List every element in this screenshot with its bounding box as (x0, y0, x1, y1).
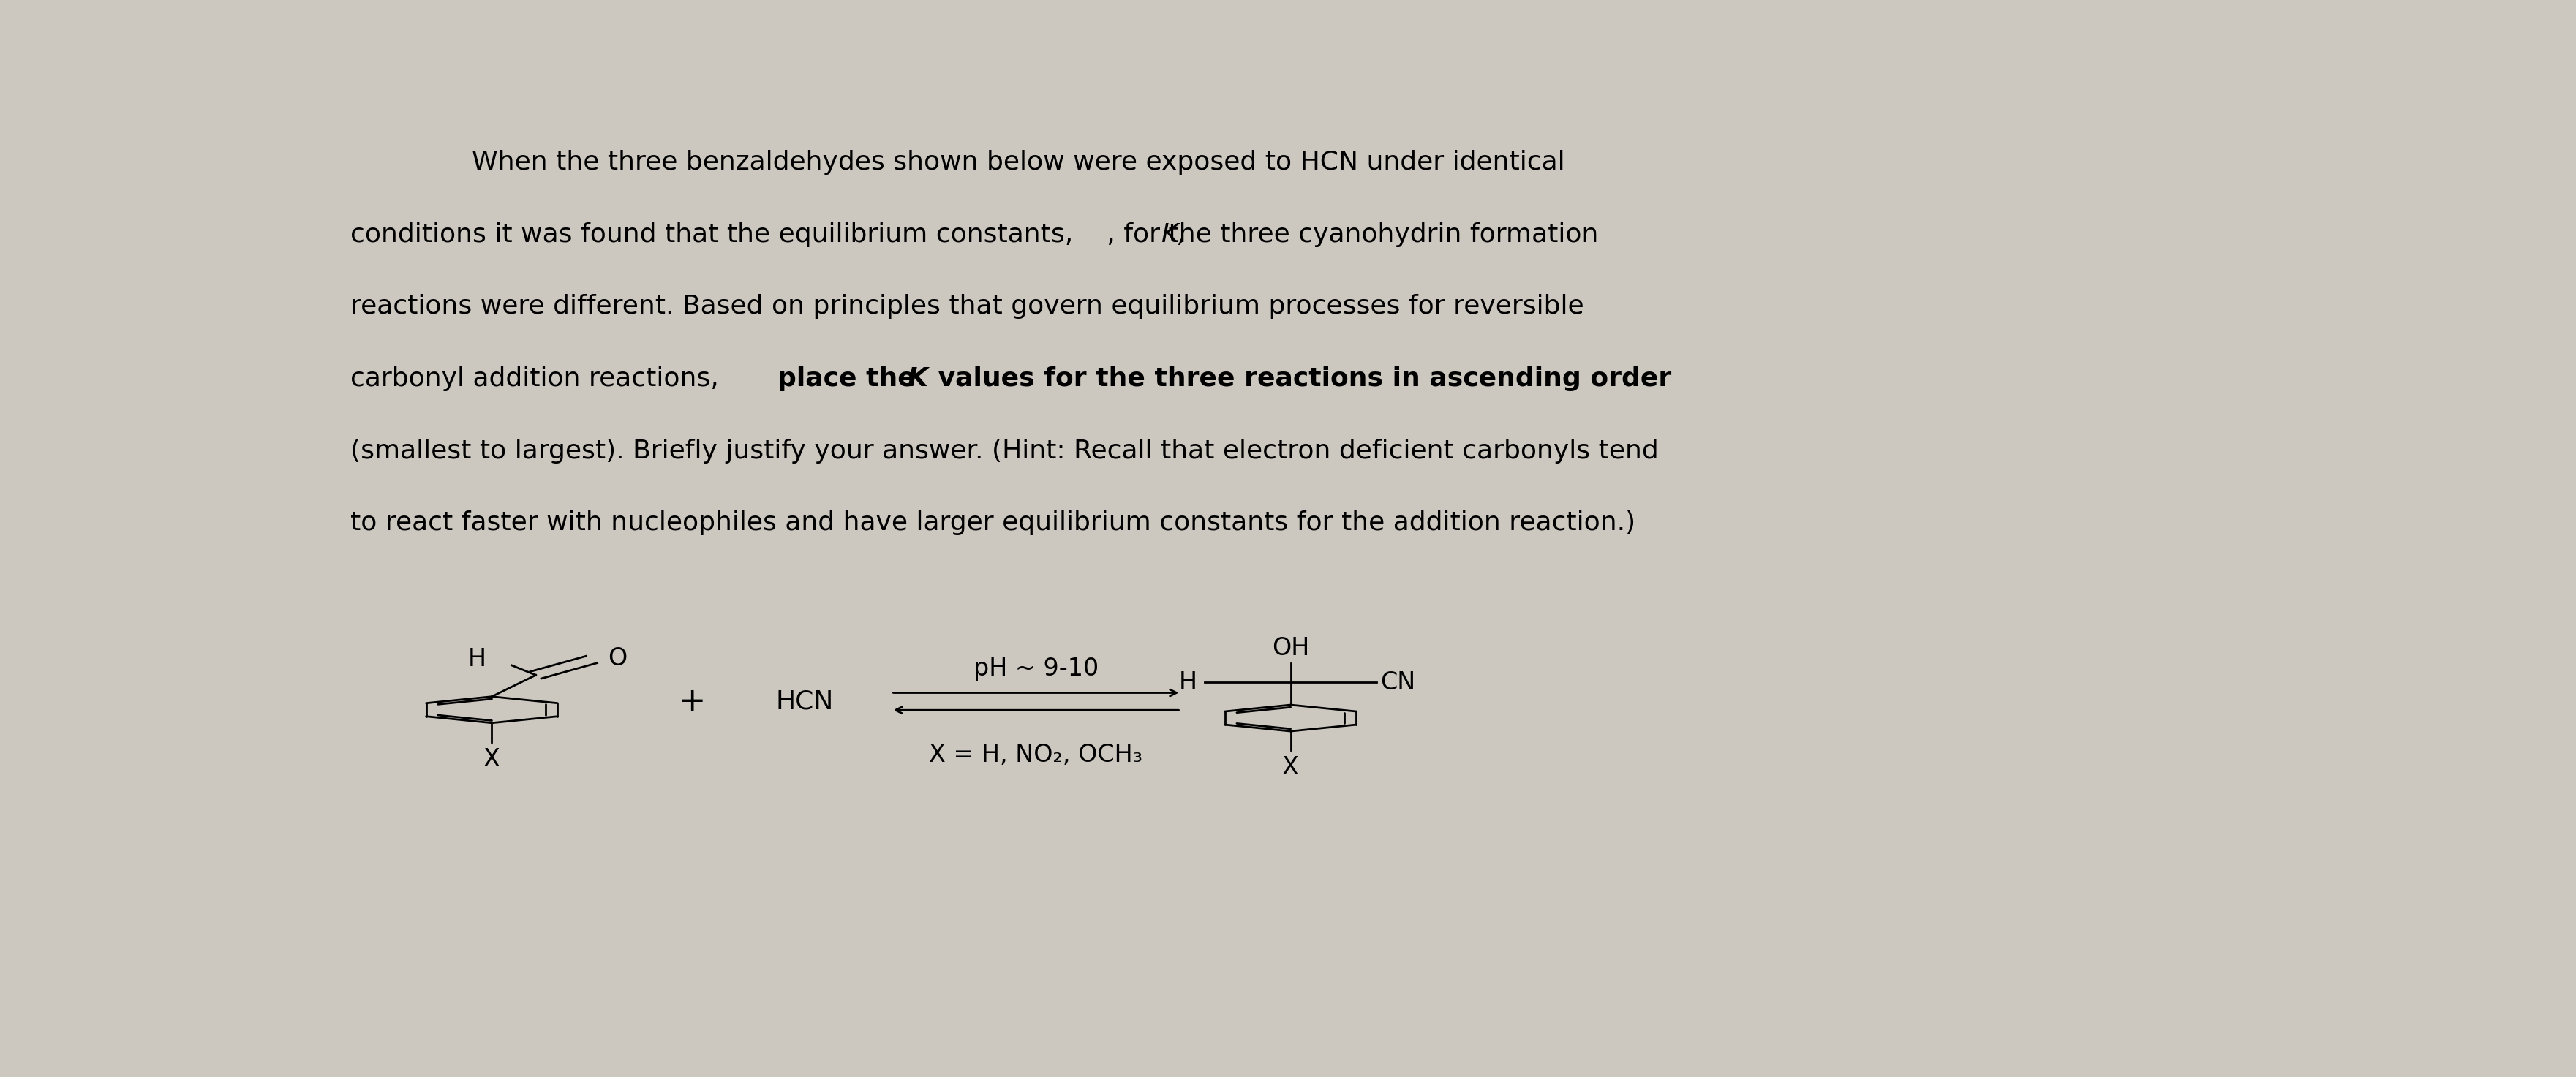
Text: HCN: HCN (775, 689, 832, 714)
Text: X = H, NO₂, OCH₃: X = H, NO₂, OCH₃ (930, 743, 1144, 767)
Text: O: O (608, 646, 626, 671)
Text: K: K (907, 366, 927, 391)
Text: (smallest to largest). Briefly justify your answer. (Hint: Recall that electron : (smallest to largest). Briefly justify y… (350, 438, 1659, 463)
Text: to react faster with nucleophiles and have larger equilibrium constants for the : to react faster with nucleophiles and ha… (350, 510, 1636, 535)
Text: X: X (484, 747, 500, 771)
Text: CN: CN (1381, 670, 1414, 695)
Text: reactions were different. Based on principles that govern equilibrium processes : reactions were different. Based on princ… (350, 294, 1584, 319)
Text: place the: place the (778, 366, 925, 391)
Text: conditions it was found that the equilibrium constants,    , for the three cyano: conditions it was found that the equilib… (350, 222, 1597, 247)
Text: H: H (1177, 670, 1195, 695)
Text: +: + (677, 686, 706, 717)
Text: pH ∼ 9-10: pH ∼ 9-10 (974, 657, 1097, 681)
Text: When the three benzaldehydes shown below were exposed to HCN under identical: When the three benzaldehydes shown below… (471, 150, 1564, 174)
Text: carbonyl addition reactions,: carbonyl addition reactions, (350, 366, 726, 391)
Text: X: X (1283, 755, 1298, 780)
Text: values for the three reactions in ascending order: values for the three reactions in ascend… (930, 366, 1672, 391)
Text: H: H (466, 647, 487, 672)
Text: K,: K, (1162, 222, 1188, 247)
Text: OH: OH (1273, 637, 1309, 660)
